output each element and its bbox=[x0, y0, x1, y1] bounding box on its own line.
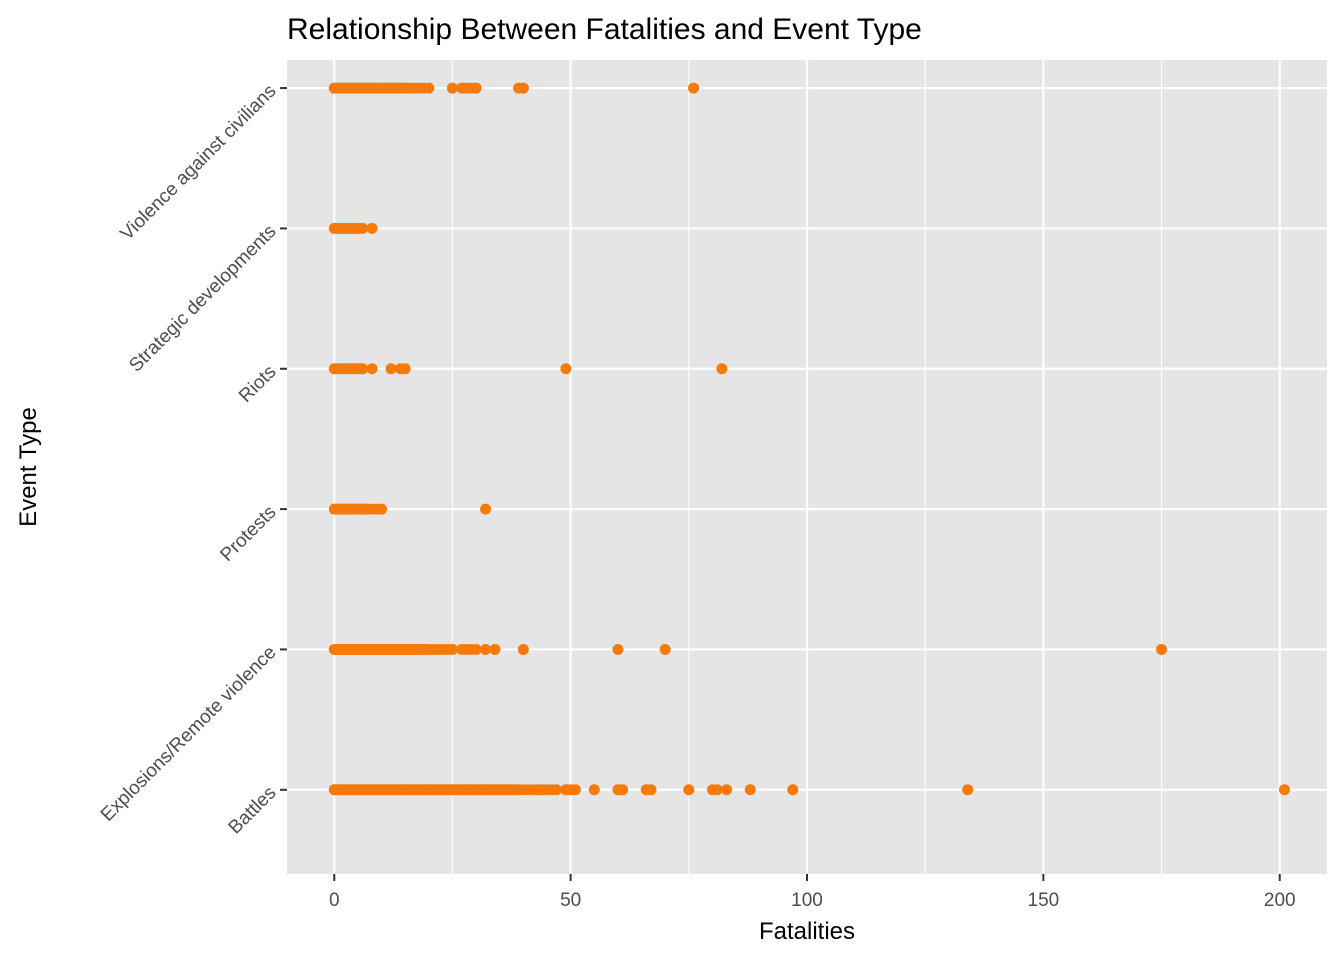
data-point bbox=[357, 222, 369, 234]
x-tick-label: 150 bbox=[1028, 890, 1060, 911]
data-point bbox=[716, 363, 728, 375]
data-point bbox=[1156, 643, 1168, 655]
data-point bbox=[470, 82, 482, 94]
data-point bbox=[683, 784, 695, 796]
x-tick-label: 200 bbox=[1264, 890, 1296, 911]
data-point bbox=[446, 82, 458, 94]
data-point bbox=[366, 363, 378, 375]
data-points bbox=[328, 82, 1290, 796]
data-point bbox=[612, 643, 624, 655]
data-point bbox=[560, 363, 572, 375]
x-axis: 0 50 100 150 200 bbox=[329, 874, 1296, 911]
data-point bbox=[617, 784, 629, 796]
data-point bbox=[480, 503, 492, 515]
data-point bbox=[550, 784, 562, 796]
data-point bbox=[517, 643, 529, 655]
chart-title: Relationship Between Fatalities and Even… bbox=[287, 13, 922, 46]
x-tick-label: 50 bbox=[560, 890, 581, 911]
data-point bbox=[1278, 784, 1290, 796]
y-tick-label: Strategic developments bbox=[125, 221, 280, 376]
data-point bbox=[376, 503, 388, 515]
y-axis-title: Event Type bbox=[15, 407, 42, 527]
data-point bbox=[357, 363, 369, 375]
x-tick-label: 0 bbox=[329, 890, 340, 911]
data-point bbox=[688, 82, 700, 94]
data-point bbox=[399, 363, 411, 375]
data-point bbox=[489, 643, 501, 655]
data-point bbox=[517, 82, 529, 94]
y-tick-label: Protests bbox=[216, 502, 280, 566]
data-point bbox=[645, 784, 657, 796]
data-point bbox=[446, 643, 458, 655]
data-point bbox=[711, 784, 723, 796]
y-tick-label: Violence against civilians bbox=[117, 81, 281, 245]
y-tick-label: Riots bbox=[235, 361, 280, 406]
x-tick-label: 100 bbox=[791, 890, 823, 911]
grid-minor bbox=[451, 60, 1163, 874]
data-point bbox=[659, 643, 671, 655]
data-point bbox=[588, 784, 600, 796]
data-point bbox=[962, 784, 974, 796]
data-point bbox=[423, 82, 435, 94]
data-point bbox=[744, 784, 756, 796]
x-axis-title: Fatalities bbox=[759, 918, 855, 945]
data-point bbox=[480, 643, 492, 655]
data-point bbox=[721, 784, 733, 796]
data-point bbox=[385, 363, 397, 375]
data-point bbox=[366, 222, 378, 234]
data-point bbox=[470, 643, 482, 655]
data-point bbox=[787, 784, 799, 796]
data-point bbox=[569, 784, 581, 796]
y-tick-label: Battles bbox=[225, 782, 281, 838]
